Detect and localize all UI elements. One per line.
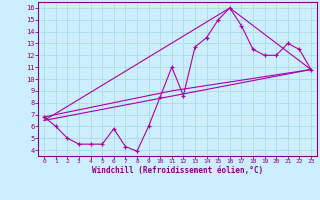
X-axis label: Windchill (Refroidissement éolien,°C): Windchill (Refroidissement éolien,°C) bbox=[92, 166, 263, 175]
